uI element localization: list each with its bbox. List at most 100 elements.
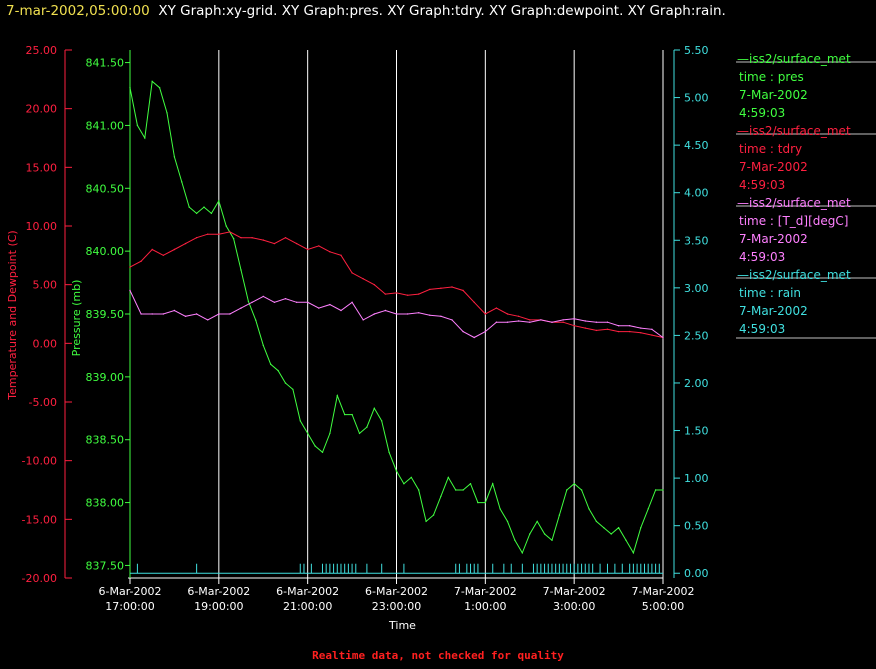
data-point-pres — [551, 539, 553, 541]
data-point-dewpoint — [373, 313, 375, 315]
data-point-tdry — [173, 248, 176, 251]
pressure-tick-label: 840.50 — [86, 182, 125, 195]
data-point-dewpoint — [195, 313, 198, 315]
data-point-tdry — [429, 288, 431, 291]
data-point-pres — [321, 451, 324, 453]
data-point-tdry — [284, 237, 287, 239]
temperature-axis-label: Temperature and Dewpoint (C) — [6, 230, 19, 400]
data-point-tdry — [307, 248, 309, 251]
legend-rain-line: 4:59:03 — [739, 322, 785, 336]
legend-pres-line: 4:59:03 — [739, 106, 785, 120]
data-point-dewpoint — [517, 320, 520, 322]
data-point-tdry — [484, 313, 486, 315]
legend-dewpoint-line: —iss2/surface_met — [737, 196, 851, 210]
data-point-dewpoint — [495, 321, 498, 323]
data-point-tdry — [606, 328, 609, 330]
data-point-pres — [440, 495, 442, 497]
data-point-tdry — [162, 254, 164, 256]
data-point-pres — [432, 514, 435, 516]
data-point-dewpoint — [362, 319, 364, 321]
data-point-pres — [558, 514, 561, 516]
legend-tdry-line: 4:59:03 — [739, 178, 785, 192]
rain-tick-label: 4.50 — [684, 139, 709, 152]
data-point-pres — [270, 363, 272, 365]
data-point-tdry — [295, 242, 298, 245]
data-point-pres — [469, 483, 472, 485]
data-point-pres — [277, 369, 279, 372]
data-point-pres — [144, 137, 146, 139]
title-datetime: 7-mar-2002,05:00:00 — [6, 3, 150, 19]
data-point-pres — [173, 156, 176, 158]
x-tick-date: 6-Mar-2002 — [276, 585, 339, 598]
data-point-dewpoint — [640, 327, 642, 329]
data-point-dewpoint — [562, 319, 564, 321]
data-point-pres — [610, 533, 612, 535]
data-point-pres — [181, 181, 183, 183]
data-point-tdry — [495, 307, 498, 309]
data-point-dewpoint — [184, 315, 187, 317]
x-tick-date: 6-Mar-2002 — [187, 585, 250, 598]
data-point-dewpoint — [395, 313, 398, 315]
x-tick-time: 3:00:00 — [553, 600, 595, 613]
data-point-pres — [492, 483, 494, 485]
data-point-pres — [307, 432, 309, 435]
data-point-tdry — [595, 329, 598, 332]
data-point-dewpoint — [351, 301, 353, 303]
data-point-dewpoint — [484, 330, 486, 333]
rain-tick-label: 0.00 — [684, 567, 709, 580]
pressure-tick-label: 839.00 — [86, 371, 125, 384]
data-point-tdry — [207, 233, 209, 235]
data-point-pres — [232, 237, 235, 240]
data-point-pres — [462, 489, 464, 491]
data-point-pres — [284, 382, 287, 384]
data-point-pres — [573, 483, 575, 485]
data-point-pres — [388, 451, 390, 453]
legend-rain-line: time : rain — [739, 286, 801, 300]
data-point-pres — [166, 112, 168, 114]
data-point-pres — [255, 319, 257, 321]
data-point-dewpoint — [295, 301, 298, 303]
data-point-tdry — [195, 237, 198, 239]
data-point-dewpoint — [173, 309, 176, 312]
x-tick-time: 23:00:00 — [372, 600, 421, 613]
data-point-pres — [136, 124, 139, 127]
data-point-tdry — [351, 272, 353, 274]
data-point-pres — [588, 508, 590, 510]
pressure-tick-label: 838.50 — [86, 434, 125, 447]
data-point-pres — [647, 508, 649, 510]
legend-tdry-line: —iss2/surface_met — [737, 124, 851, 138]
temperature-tick-label: 20.00 — [26, 103, 58, 116]
data-point-pres — [529, 533, 531, 535]
quality-note: Realtime data, not checked for quality — [312, 649, 564, 662]
data-point-pres — [344, 413, 346, 416]
data-point-tdry — [640, 332, 642, 334]
data-point-pres — [336, 395, 338, 397]
data-point-pres — [521, 552, 523, 554]
temperature-tick-label: -5.00 — [29, 396, 57, 409]
data-point-pres — [662, 489, 664, 491]
data-point-tdry — [362, 278, 364, 280]
data-point-pres — [640, 527, 642, 529]
data-point-tdry — [617, 330, 620, 333]
data-point-dewpoint — [229, 313, 231, 315]
data-point-dewpoint — [629, 325, 631, 327]
title-graph-list: XY Graph:xy-grid. XY Graph:pres. XY Grap… — [158, 3, 726, 19]
data-point-tdry — [584, 327, 586, 329]
data-point-tdry — [373, 284, 375, 286]
temperature-tick-label: 15.00 — [26, 161, 58, 174]
legend-pres-line: time : pres — [739, 70, 804, 84]
data-point-tdry — [262, 239, 264, 241]
x-tick-date: 6-Mar-2002 — [99, 585, 162, 598]
data-point-tdry — [318, 245, 320, 247]
data-point-pres — [292, 388, 294, 391]
data-point-tdry — [340, 254, 342, 256]
data-point-pres — [262, 344, 264, 347]
data-point-pres — [225, 225, 227, 227]
pressure-tick-label: 841.00 — [86, 119, 125, 132]
data-point-dewpoint — [551, 321, 553, 323]
x-tick-time: 19:00:00 — [194, 600, 243, 613]
data-point-pres — [499, 508, 501, 510]
data-point-pres — [395, 470, 398, 472]
data-point-pres — [299, 420, 301, 422]
data-point-dewpoint — [151, 313, 153, 315]
